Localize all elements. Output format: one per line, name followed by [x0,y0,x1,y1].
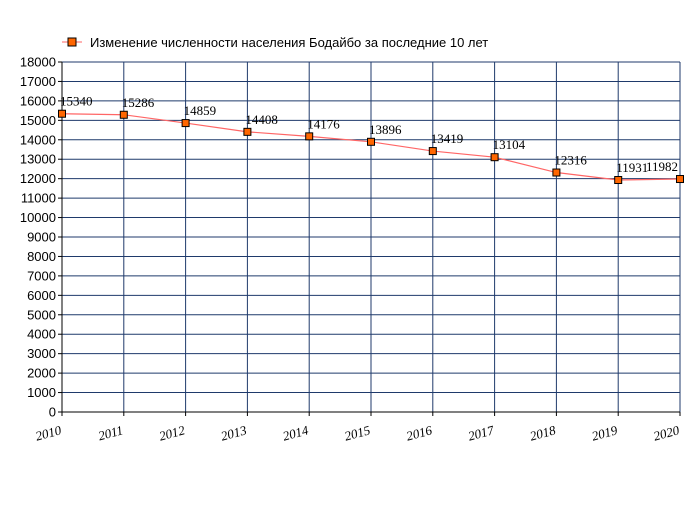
data-label: 13419 [431,131,464,146]
data-label: 15286 [122,95,155,110]
data-point [58,109,66,118]
data-point [305,132,314,141]
axes [58,61,681,416]
x-tick-label: 2011 [97,422,125,443]
y-tick-label: 15000 [20,113,56,128]
data-point [428,147,437,156]
y-tick-labels: 0 1000 2000 3000 4000 5000 6000 7000 8000 9000 100… [20,55,56,420]
legend-marker-swatch [67,37,77,47]
y-tick-label: 10000 [20,210,56,225]
y-tick-label: 6000 [27,288,56,303]
data-label: 14408 [245,112,278,127]
legend-label: Изменение численности населения Бодайбо … [90,35,488,50]
y-tick-label: 4000 [27,327,56,342]
data-labels: 15340 15286 14859 14408 14176 13896 13419 13104… [60,94,678,175]
x-tick-label: 2014 [281,422,310,443]
x-tick-labels: 2010 2011 2012 2013 2014 2015 2016 2017 2018 2019… [34,422,681,443]
y-tick-label: 0 [49,405,56,420]
data-label: 13104 [493,137,526,152]
x-tick-label: 2016 [405,422,434,443]
data-point [490,153,499,162]
y-tick-label: 14000 [20,132,56,147]
y-tick-label: 13000 [20,152,56,167]
x-tick-label: 2018 [528,422,557,443]
x-tick-label: 2019 [590,422,619,443]
data-point [614,176,623,185]
data-point [243,127,252,136]
data-label: 13896 [369,122,402,137]
y-tick-label: 12000 [20,171,56,186]
y-tick-label: 11000 [21,191,56,206]
y-tick-label: 16000 [20,93,56,108]
data-label: 12316 [554,153,587,168]
y-tick-label: 9000 [27,230,56,245]
data-point [367,137,375,146]
y-tick-label: 3000 [27,346,56,361]
data-label: 14859 [184,103,217,118]
data-label: 14176 [307,116,340,131]
data-point [676,175,684,184]
x-tick-label: 2017 [466,422,495,443]
x-tick-label: 2015 [343,422,372,443]
x-tick-label: 2020 [652,422,681,443]
y-tick-label: 1000 [27,385,56,400]
data-point [552,168,561,177]
y-tick-label: 7000 [27,268,56,283]
y-tick-label: 2000 [27,366,56,381]
data-label: 11931 [616,160,648,175]
y-tick-label: 17000 [20,74,56,89]
series [58,109,684,185]
data-label: 11982 [646,159,678,174]
x-tick-label: 2012 [157,422,186,443]
y-tick-label: 18000 [20,55,56,70]
y-tick-label: 5000 [27,307,56,322]
legend: Изменение численности населения Бодайбо … [62,35,488,50]
y-tick-label: 8000 [27,249,56,264]
data-label: 15340 [60,94,93,109]
x-tick-label: 2010 [34,422,63,443]
x-tick-label: 2013 [219,422,248,443]
data-point [119,110,128,119]
data-point [181,119,190,128]
grid [62,61,681,412]
